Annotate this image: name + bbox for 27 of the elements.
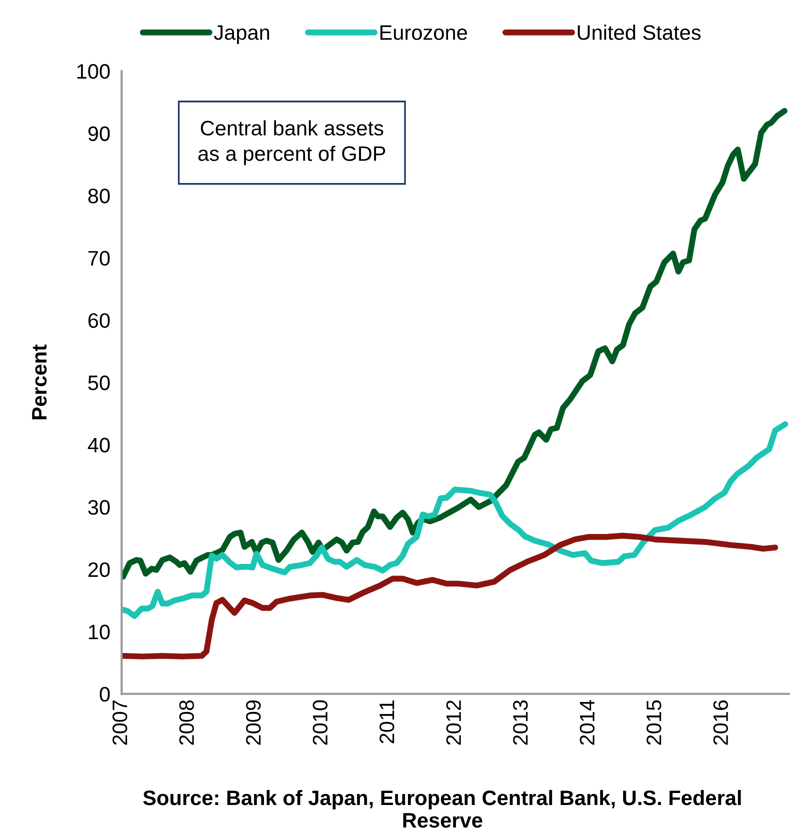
x-tick-label: 2007 — [112, 700, 128, 745]
annotation: Central bank assets as a percent of GDP — [198, 120, 386, 166]
x-tick-label: 2011 — [380, 700, 394, 744]
legend-label: Eurozone — [380, 25, 467, 40]
x-tick-label: 2010 — [312, 700, 328, 745]
y-tick-label: 20 — [88, 562, 110, 578]
x-tick-label: 2015 — [646, 700, 662, 745]
y-tick-label: 80 — [88, 188, 110, 204]
source-note: Source: Bank of Japan, European Central Bank, U.S. Federal Reserve — [143, 790, 741, 828]
y-tick-label: 70 — [88, 250, 110, 266]
y-axis-title: Percent — [32, 344, 47, 420]
x-tick-label: 2008 — [179, 700, 194, 745]
y-tick-label: 100 — [77, 64, 110, 79]
y-tick-label: 50 — [88, 375, 110, 390]
x-tick-label: 2014 — [580, 700, 595, 745]
x-tick-label: 2012 — [446, 700, 462, 745]
x-tick-label: 2013 — [513, 700, 528, 745]
x-tick-label: 2009 — [246, 700, 261, 745]
y-tick-label: 30 — [88, 500, 110, 515]
x-tick-label: 2016 — [713, 700, 728, 745]
y-tick-label: 10 — [88, 624, 110, 640]
legend-label: Japan — [214, 25, 270, 44]
y-tick-label: 60 — [88, 313, 110, 328]
y-tick-label: 90 — [88, 126, 110, 142]
legend-label: United States — [578, 24, 701, 40]
y-tick-label: 0 — [100, 686, 110, 702]
y-tick-label: 40 — [88, 438, 110, 453]
